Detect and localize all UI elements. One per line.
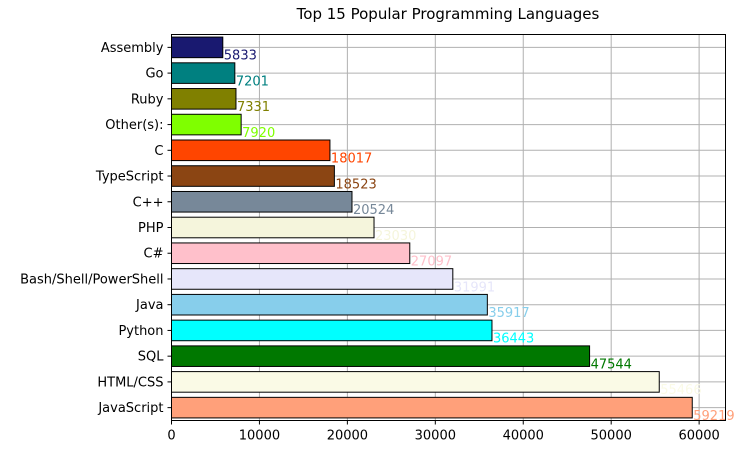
value-label: 35917 (488, 306, 529, 321)
bar (171, 88, 237, 110)
y-tick-label: C++ (133, 195, 164, 210)
y-tick-label: Go (145, 67, 163, 82)
value-label: 47544 (591, 357, 632, 372)
bar (171, 216, 375, 239)
x-axis-tick-labels: 0 10000 20000 30000 40000 50000 60000 (167, 420, 720, 444)
bar (171, 242, 411, 265)
y-tick-label: Assembly (101, 41, 164, 56)
value-label: 20524 (353, 203, 394, 218)
y-tick-label: JavaScript (97, 401, 163, 416)
x-tick-label: 40000 (503, 429, 544, 444)
y-tick-label: Ruby (131, 92, 164, 107)
bar (171, 268, 454, 290)
bar (171, 371, 660, 393)
value-label: 36443 (493, 332, 534, 347)
bar (171, 293, 488, 316)
y-tick-label: Java (135, 298, 163, 313)
y-tick-label: C# (144, 247, 164, 262)
bar (171, 165, 335, 187)
y-tick-label: Other(s): (105, 118, 163, 133)
x-tick-label: 30000 (415, 429, 456, 444)
value-label: 7331 (237, 100, 270, 115)
x-tick-label: 0 (167, 429, 175, 444)
y-axis-tick-labels: JavaScript HTML/CSS SQL Python Java Bash/Shel… (20, 41, 172, 416)
y-tick-label: Python (118, 324, 163, 339)
bar (171, 396, 693, 419)
value-label: 5833 (224, 49, 257, 64)
value-label: 18523 (335, 177, 376, 192)
bar (171, 62, 236, 84)
bar (171, 190, 353, 213)
x-tick-label: 20000 (327, 429, 368, 444)
y-tick-label: SQL (138, 350, 164, 365)
y-tick-label: PHP (138, 221, 164, 236)
x-tick-label: 50000 (591, 429, 632, 444)
value-label: 31991 (454, 280, 495, 295)
bars (171, 36, 693, 419)
x-tick-label: 10000 (239, 429, 280, 444)
plot-frame (171, 34, 726, 421)
chart-title: Top 15 Popular Programming Languages (296, 5, 600, 23)
y-tick-label: C (154, 144, 163, 159)
bar (171, 36, 224, 59)
value-label: 7920 (242, 126, 275, 141)
value-label: 23030 (375, 229, 416, 244)
y-tick-label: TypeScript (95, 170, 164, 185)
x-tick-label: 60000 (678, 429, 719, 444)
value-label: 55466 (660, 383, 701, 398)
value-label: 27097 (411, 255, 452, 270)
bar (171, 139, 331, 162)
value-label: 18017 (331, 152, 372, 167)
bar (171, 113, 242, 136)
value-label: 7201 (236, 74, 269, 89)
y-tick-label: Bash/Shell/PowerShell (20, 272, 163, 287)
y-tick-label: HTML/CSS (97, 375, 163, 390)
bar (171, 345, 591, 367)
bar (171, 319, 493, 342)
